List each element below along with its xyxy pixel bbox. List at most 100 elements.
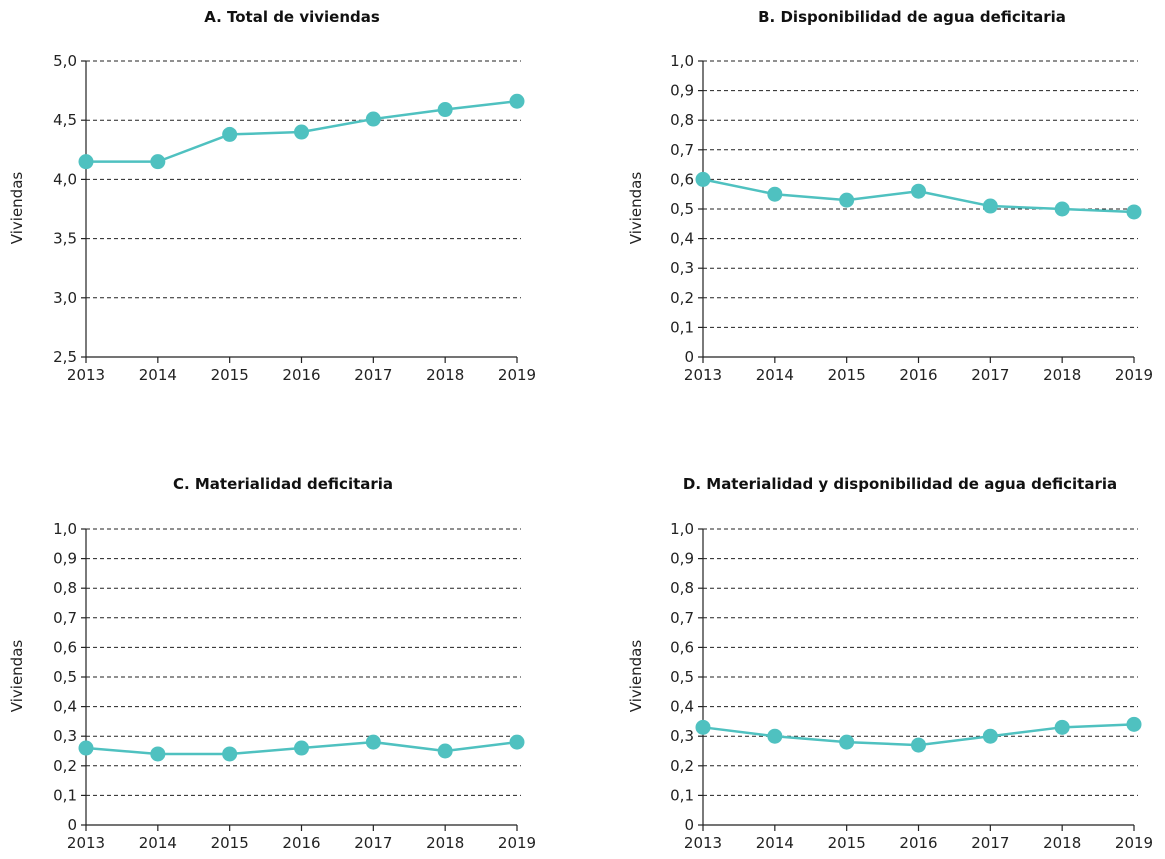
y-tick-label: 0,6 [670,170,694,188]
y-tick-label: 0,9 [53,550,77,568]
y-tick-label: 5,0 [53,52,77,70]
x-tick-label: 2016 [282,366,320,384]
x-tick-label: 2015 [211,834,249,852]
y-tick-label: 0,2 [53,757,77,775]
data-point [365,734,381,750]
data-point [78,154,94,170]
y-tick-label: 0,3 [53,727,77,745]
x-tick-label: 2015 [211,366,249,384]
data-point [839,734,855,750]
y-tick-label: 0,8 [670,579,694,597]
y-tick-label: 0 [67,816,77,834]
x-tick-label: 2019 [498,366,536,384]
data-point [294,124,309,140]
y-tick-label: 0,2 [670,289,694,307]
y-axis-label: Viviendas [627,172,645,245]
x-tick-label: 2016 [899,834,937,852]
y-tick-label: 0,5 [53,668,77,686]
panel-title: D. Materialidad y disponibilidad de agua… [683,475,1117,493]
y-axis-label: Viviendas [8,640,26,713]
chart-panel-c: C. Materialidad deficitaria Viviendas 0 0,1… [8,475,536,852]
y-tick-label: 0,4 [670,230,694,248]
y-tick-label: 0,1 [670,318,694,336]
y-tick-label: 0,2 [670,757,694,775]
y-tick-label: 1,0 [670,520,694,538]
data-point [150,154,166,170]
y-axis-label: Viviendas [8,172,26,245]
x-tick-label: 2018 [1043,834,1081,852]
data-point [911,737,926,753]
y-tick-label: 0,7 [53,609,77,627]
data-point [839,192,855,208]
y-tick-label: 0,7 [670,141,694,159]
data-point [509,93,525,109]
data-point [1054,719,1070,735]
x-tick-label: 2016 [282,834,320,852]
panel-title: A. Total de viviendas [204,8,380,26]
x-tick-label: 2017 [354,366,392,384]
y-tick-label: 0,5 [670,200,694,218]
y-tick-label: 4,0 [53,170,77,188]
y-tick-label: 0,4 [53,698,77,716]
data-point [767,186,783,202]
y-tick-label: 0,3 [670,727,694,745]
x-tick-label: 2017 [354,834,392,852]
x-tick-label: 2018 [426,834,464,852]
y-tick-label: 0,8 [670,111,694,129]
data-point [911,183,926,199]
data-point [695,171,711,187]
y-tick-label: 4,5 [53,111,77,129]
data-point [695,719,711,735]
data-point [1126,204,1142,220]
data-point [1054,201,1070,217]
y-tick-label: 0,1 [670,786,694,804]
x-tick-label: 2014 [139,366,177,384]
data-point [982,198,998,214]
x-tick-label: 2016 [899,366,937,384]
y-tick-label: 0,7 [670,609,694,627]
x-tick-label: 2013 [684,366,722,384]
panel-title: B. Disponibilidad de agua deficitaria [758,8,1066,26]
x-tick-label: 2014 [139,834,177,852]
data-point [294,740,309,756]
y-tick-label: 0 [684,348,694,366]
data-point [437,743,453,759]
chart-panel-b: B. Disponibilidad de agua deficitaria Viv… [627,8,1153,384]
y-tick-label: 0,1 [53,786,77,804]
data-point [767,728,783,744]
x-tick-label: 2017 [971,834,1009,852]
y-tick-label: 0,9 [670,82,694,100]
y-tick-label: 0,9 [670,550,694,568]
data-point [437,102,453,118]
data-point [78,740,94,756]
y-tick-label: 3,0 [53,289,77,307]
x-tick-label: 2019 [498,834,536,852]
chart-panel-d: D. Materialidad y disponibilidad de agua… [627,475,1153,852]
y-tick-label: 0,3 [670,259,694,277]
y-tick-label: 3,5 [53,230,77,248]
data-point [222,126,238,142]
data-point [222,746,238,762]
y-tick-label: 0,6 [670,638,694,656]
x-tick-label: 2013 [684,834,722,852]
y-tick-label: 0,6 [53,638,77,656]
x-tick-label: 2018 [426,366,464,384]
x-tick-label: 2014 [756,366,794,384]
y-tick-label: 1,0 [53,520,77,538]
y-tick-label: 1,0 [670,52,694,70]
y-tick-label: 0,4 [670,698,694,716]
data-point [982,728,998,744]
y-tick-label: 0,8 [53,579,77,597]
x-tick-label: 2018 [1043,366,1081,384]
x-tick-label: 2017 [971,366,1009,384]
data-point [1126,716,1142,732]
y-axis-label: Viviendas [627,640,645,713]
y-tick-label: 2,5 [53,348,77,366]
data-point [509,734,525,750]
y-tick-label: 0 [684,816,694,834]
x-tick-label: 2015 [828,834,866,852]
data-point [365,111,381,127]
x-tick-label: 2019 [1115,366,1153,384]
